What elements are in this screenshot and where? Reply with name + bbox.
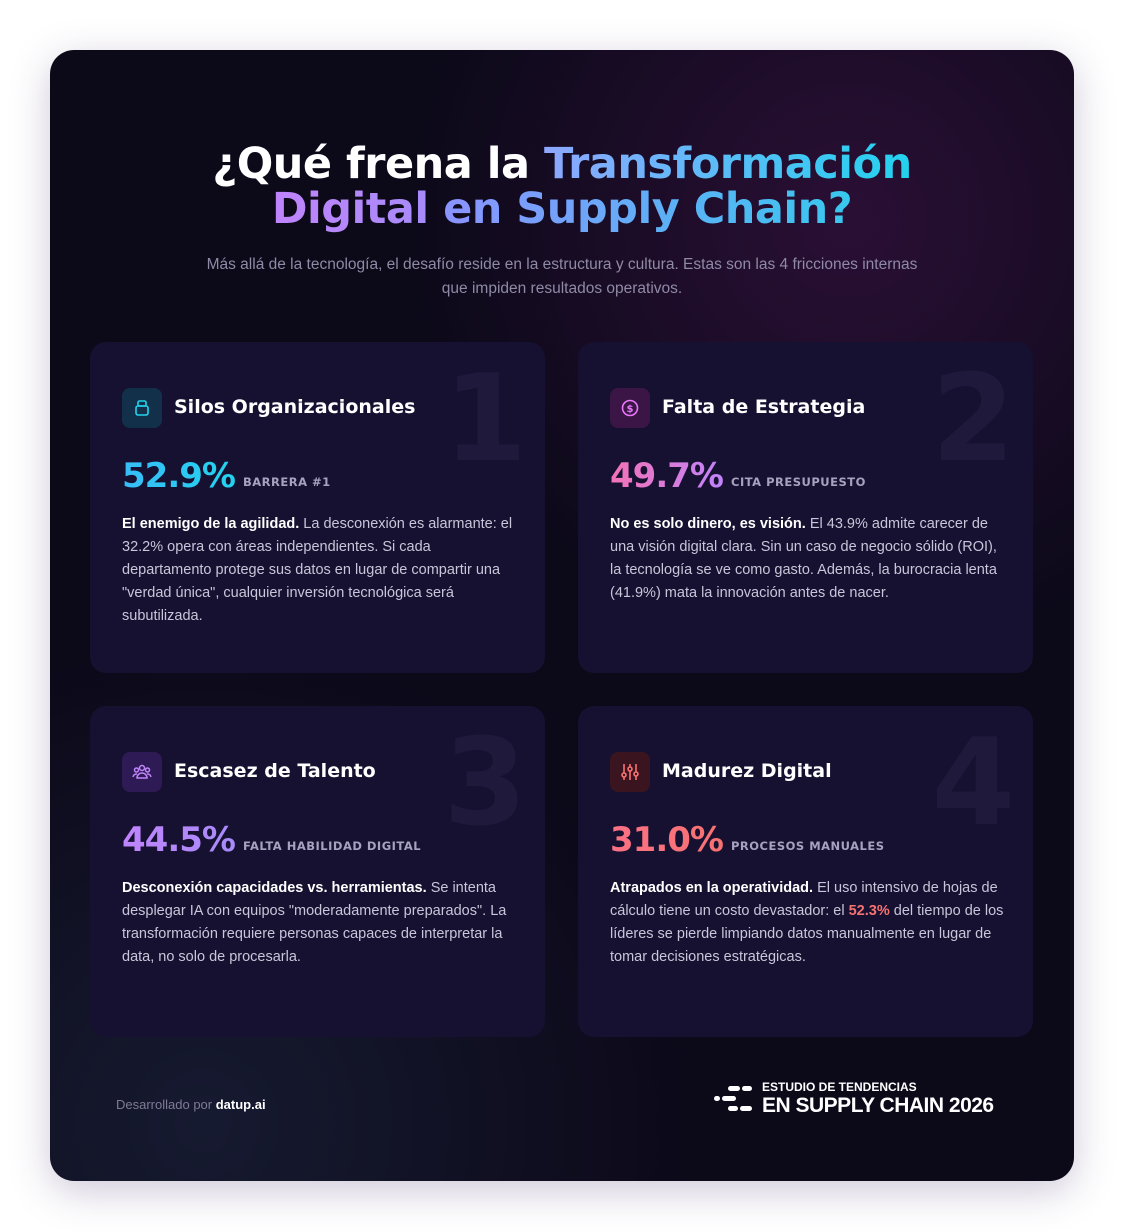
lead: Desconexión capacidades vs. herramientas… bbox=[122, 880, 427, 896]
card-icon bbox=[610, 752, 650, 792]
lead: El enemigo de la agilidad. bbox=[122, 516, 300, 532]
svg-text:$: $ bbox=[627, 404, 634, 415]
credit-brand: datup.ai bbox=[215, 1097, 266, 1112]
credit-prefix: Desarrollado por bbox=[116, 1097, 213, 1112]
title-accent: Transformación bbox=[543, 139, 912, 189]
title-plain: ¿Qué frena la bbox=[212, 139, 530, 189]
stat-label: CITA PRESUPUESTO bbox=[731, 475, 866, 489]
stat: 31.0% bbox=[610, 820, 724, 860]
icon bbox=[135, 400, 149, 416]
card-icon bbox=[122, 752, 162, 792]
subtitle: Más allá de la tecnología, el desafío re… bbox=[206, 256, 918, 297]
lead: Atrapados en la operatividad. bbox=[610, 880, 814, 896]
card-icon: $ bbox=[610, 388, 650, 428]
card-title: Silos Organizacionales bbox=[174, 396, 416, 418]
card-body: El enemigo de la agilidad. La desconexió… bbox=[122, 513, 517, 628]
logo-top: ESTUDIO DE TENDENCIAS bbox=[762, 1080, 917, 1094]
logo: ESTUDIO DE TENDENCIAS EN SUPPLY CHAIN 202… bbox=[714, 1080, 994, 1118]
body-text: El uso intensivo de hojas de cálculo tie… bbox=[610, 880, 998, 919]
body-text: La desconexión es alarmante: el 32.2% op… bbox=[122, 516, 513, 624]
credit: Desarrollado por datup.ai bbox=[116, 1097, 266, 1112]
card-title: Escasez de Talento bbox=[174, 760, 376, 782]
card: 3 Escasez de Talento 44.5% FALTA HABILID… bbox=[90, 706, 545, 1037]
card-number: 1 bbox=[443, 350, 528, 489]
card-title: Falta de Estrategia bbox=[662, 396, 866, 418]
card-title: Madurez Digital bbox=[662, 760, 832, 782]
logo-bottom: EN SUPPLY CHAIN 2026 bbox=[762, 1094, 994, 1117]
card-number: 2 bbox=[931, 350, 1016, 489]
card-number: 3 bbox=[443, 714, 528, 853]
body-text: Se intenta desplegar IA con equipos "mod… bbox=[122, 880, 507, 965]
stat-label: PROCESOS MANUALES bbox=[731, 839, 885, 853]
logo-mark bbox=[714, 1086, 752, 1111]
title-accent: Digital bbox=[271, 184, 429, 234]
stat-label: FALTA HABILIDAD DIGITAL bbox=[243, 839, 422, 853]
title: ¿Qué frena la Transformación Digital en S… bbox=[50, 142, 1074, 232]
card-icon bbox=[122, 388, 162, 428]
icon bbox=[132, 764, 152, 779]
stat: 44.5% bbox=[122, 820, 236, 860]
card-number: 4 bbox=[931, 714, 1016, 853]
body-text: El 43.9% admite carecer de una visión di… bbox=[610, 516, 997, 601]
icon: $ bbox=[621, 399, 639, 417]
body-text: del tiempo de los líderes se pierde limp… bbox=[610, 903, 1004, 965]
card-body: Atrapados en la operatividad. El uso int… bbox=[610, 877, 1005, 969]
card: 1 Silos Organizacionales 52.9% BARRERA #… bbox=[90, 342, 545, 673]
stat: 52.9% bbox=[122, 456, 236, 496]
stat-label: BARRERA #1 bbox=[243, 475, 331, 489]
card-body: Desconexión capacidades vs. herramientas… bbox=[122, 877, 517, 969]
lead: No es solo dinero, es visión. bbox=[610, 516, 806, 532]
logo-text: ESTUDIO DE TENDENCIAS EN SUPPLY CHAIN 202… bbox=[762, 1080, 994, 1118]
infographic: ¿Qué frena la Transformación Digital en S… bbox=[50, 50, 1074, 1181]
icon bbox=[621, 764, 639, 780]
card-body: No es solo dinero, es visión. El 43.9% a… bbox=[610, 513, 1005, 605]
card: 4 Madurez Digital 31.0% PROCESOS MANUALE… bbox=[578, 706, 1033, 1037]
card: 2 $ Falta de Estrategia 49.7% CITA PRESU… bbox=[578, 342, 1033, 673]
title-accent: en Supply Chain? bbox=[443, 184, 853, 234]
highlight: 52.3% bbox=[848, 903, 890, 919]
stat: 49.7% bbox=[610, 456, 724, 496]
